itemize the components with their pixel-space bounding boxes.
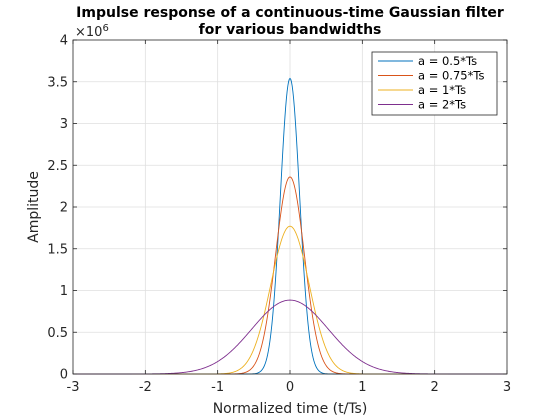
x-tick-label: 3	[503, 380, 511, 395]
legend-entry: a = 0.5*Ts	[418, 54, 477, 68]
y-tick-label: 1.5	[47, 242, 68, 257]
y-tick-label: 1	[60, 284, 68, 299]
x-tick-label: 1	[358, 380, 366, 395]
y-tick-label: 0.5	[47, 326, 68, 341]
y-tick-label: 2	[60, 201, 68, 216]
y-tick-labels: 0 0.5 1 1.5 2 2.5 3 3.5 4	[47, 34, 68, 383]
x-tick-label: -2	[139, 380, 152, 395]
legend: a = 0.5*Tsa = 0.75*Tsa = 1*Tsa = 2*Ts	[371, 51, 498, 116]
x-tick-labels: -3 -2 -1 0 1 2 3	[67, 380, 512, 395]
chart-title-line-2: for various bandwidths	[199, 22, 382, 38]
y-tick-label: 2.5	[47, 159, 68, 174]
tick-marks	[72, 39, 508, 375]
legend-entry: a = 0.75*Ts	[418, 69, 484, 83]
legend-entry: a = 1*Ts	[418, 83, 466, 97]
y-tick-label: 3	[60, 117, 68, 132]
y-tick-label: 0	[60, 368, 68, 383]
chart-title-line-1: Impulse response of a continuous-time Ga…	[76, 5, 504, 21]
x-axis-label: Normalized time (t/Ts)	[213, 401, 368, 417]
y-exponent-label: ×106	[75, 23, 109, 40]
y-tick-label: 4	[60, 34, 68, 49]
y-axis-label: Amplitude	[26, 171, 42, 243]
x-tick-label: 0	[286, 380, 294, 395]
legend-entry: a = 2*Ts	[418, 98, 466, 112]
y-tick-label: 3.5	[47, 75, 68, 90]
x-tick-label: 2	[431, 380, 439, 395]
x-tick-label: -3	[67, 380, 80, 395]
x-tick-label: -1	[211, 380, 224, 395]
